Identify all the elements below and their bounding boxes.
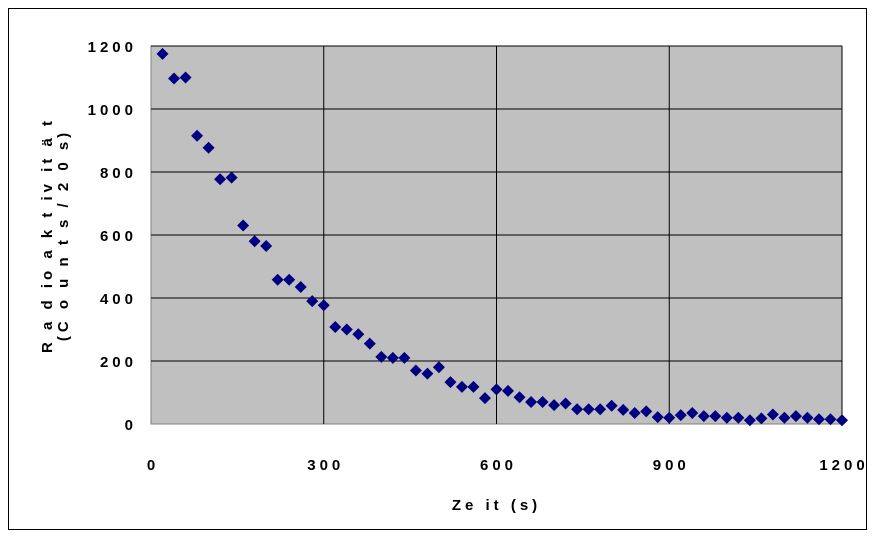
data-point [352,328,365,341]
y-tick-label: 800 [100,165,137,182]
data-point [444,376,457,389]
y-tick-label: 0 [125,417,137,434]
data-point [260,240,273,253]
data-point [432,361,445,374]
chart-frame [8,8,867,530]
data-point [525,395,538,408]
grid-lines [151,45,843,424]
data-point [789,410,802,423]
data-point [801,411,814,424]
data-point [836,414,848,427]
data-point [674,409,687,422]
data-point [812,413,825,426]
data-point [594,403,607,416]
data-point [168,72,181,85]
data-point [536,395,549,408]
x-tick-label: 0 [147,457,159,474]
x-tick-label: 1200 [819,457,868,474]
data-point [409,364,422,377]
data-point [271,273,284,286]
data-point [824,413,837,426]
data-point [743,414,756,427]
data-point [191,129,204,142]
data-point [720,411,733,424]
data-point [709,410,722,423]
y-tick-label: 200 [100,354,137,371]
data-point [732,411,745,424]
data-point [582,403,595,416]
data-points [156,47,848,427]
data-point [179,71,192,84]
data-point [283,273,296,286]
data-point [214,173,227,186]
data-point [502,384,515,397]
data-point [778,411,791,424]
data-point [559,397,572,410]
data-point [455,380,468,393]
y-tick-label: 400 [100,291,137,308]
data-point [628,406,641,419]
data-point [375,350,388,363]
y-tick-label: 1200 [88,39,137,56]
data-point [548,399,561,412]
data-point [421,367,434,380]
data-point [340,323,353,336]
data-point [237,219,250,232]
data-point [663,411,676,424]
data-point [651,411,664,424]
data-point [617,403,630,416]
x-tick-label: 600 [480,457,517,474]
y-axis-title-line2: (C o u n t s / 2 0 s) [55,129,72,341]
data-point [755,412,768,425]
data-point [225,171,238,184]
data-point [766,408,779,421]
x-tick-label: 900 [653,457,690,474]
tick-labels: 0 200 400 600 800 1000 1200 0 300 600 900 1200 [88,39,868,474]
data-point [248,235,261,248]
data-point [317,299,330,312]
data-point [156,47,169,60]
data-point [490,383,503,396]
data-point [571,403,584,416]
x-tick-label: 300 [307,457,344,474]
y-tick-label: 1000 [88,102,137,119]
data-point [640,405,653,418]
data-point [478,392,491,405]
data-point [386,351,399,364]
data-point [605,399,618,412]
x-axis-title: Ze it (s) [452,497,541,514]
data-point [294,280,307,293]
data-point [202,141,215,154]
data-point [398,351,411,364]
data-point [467,380,480,393]
data-point [363,337,376,350]
y-tick-label: 600 [100,228,137,245]
y-axis-title-line1: R a d io a k t iv it ä t [39,117,56,353]
data-point [306,295,319,308]
data-point [697,410,710,423]
data-point [686,406,699,419]
data-point [329,320,342,333]
data-point [513,391,526,404]
